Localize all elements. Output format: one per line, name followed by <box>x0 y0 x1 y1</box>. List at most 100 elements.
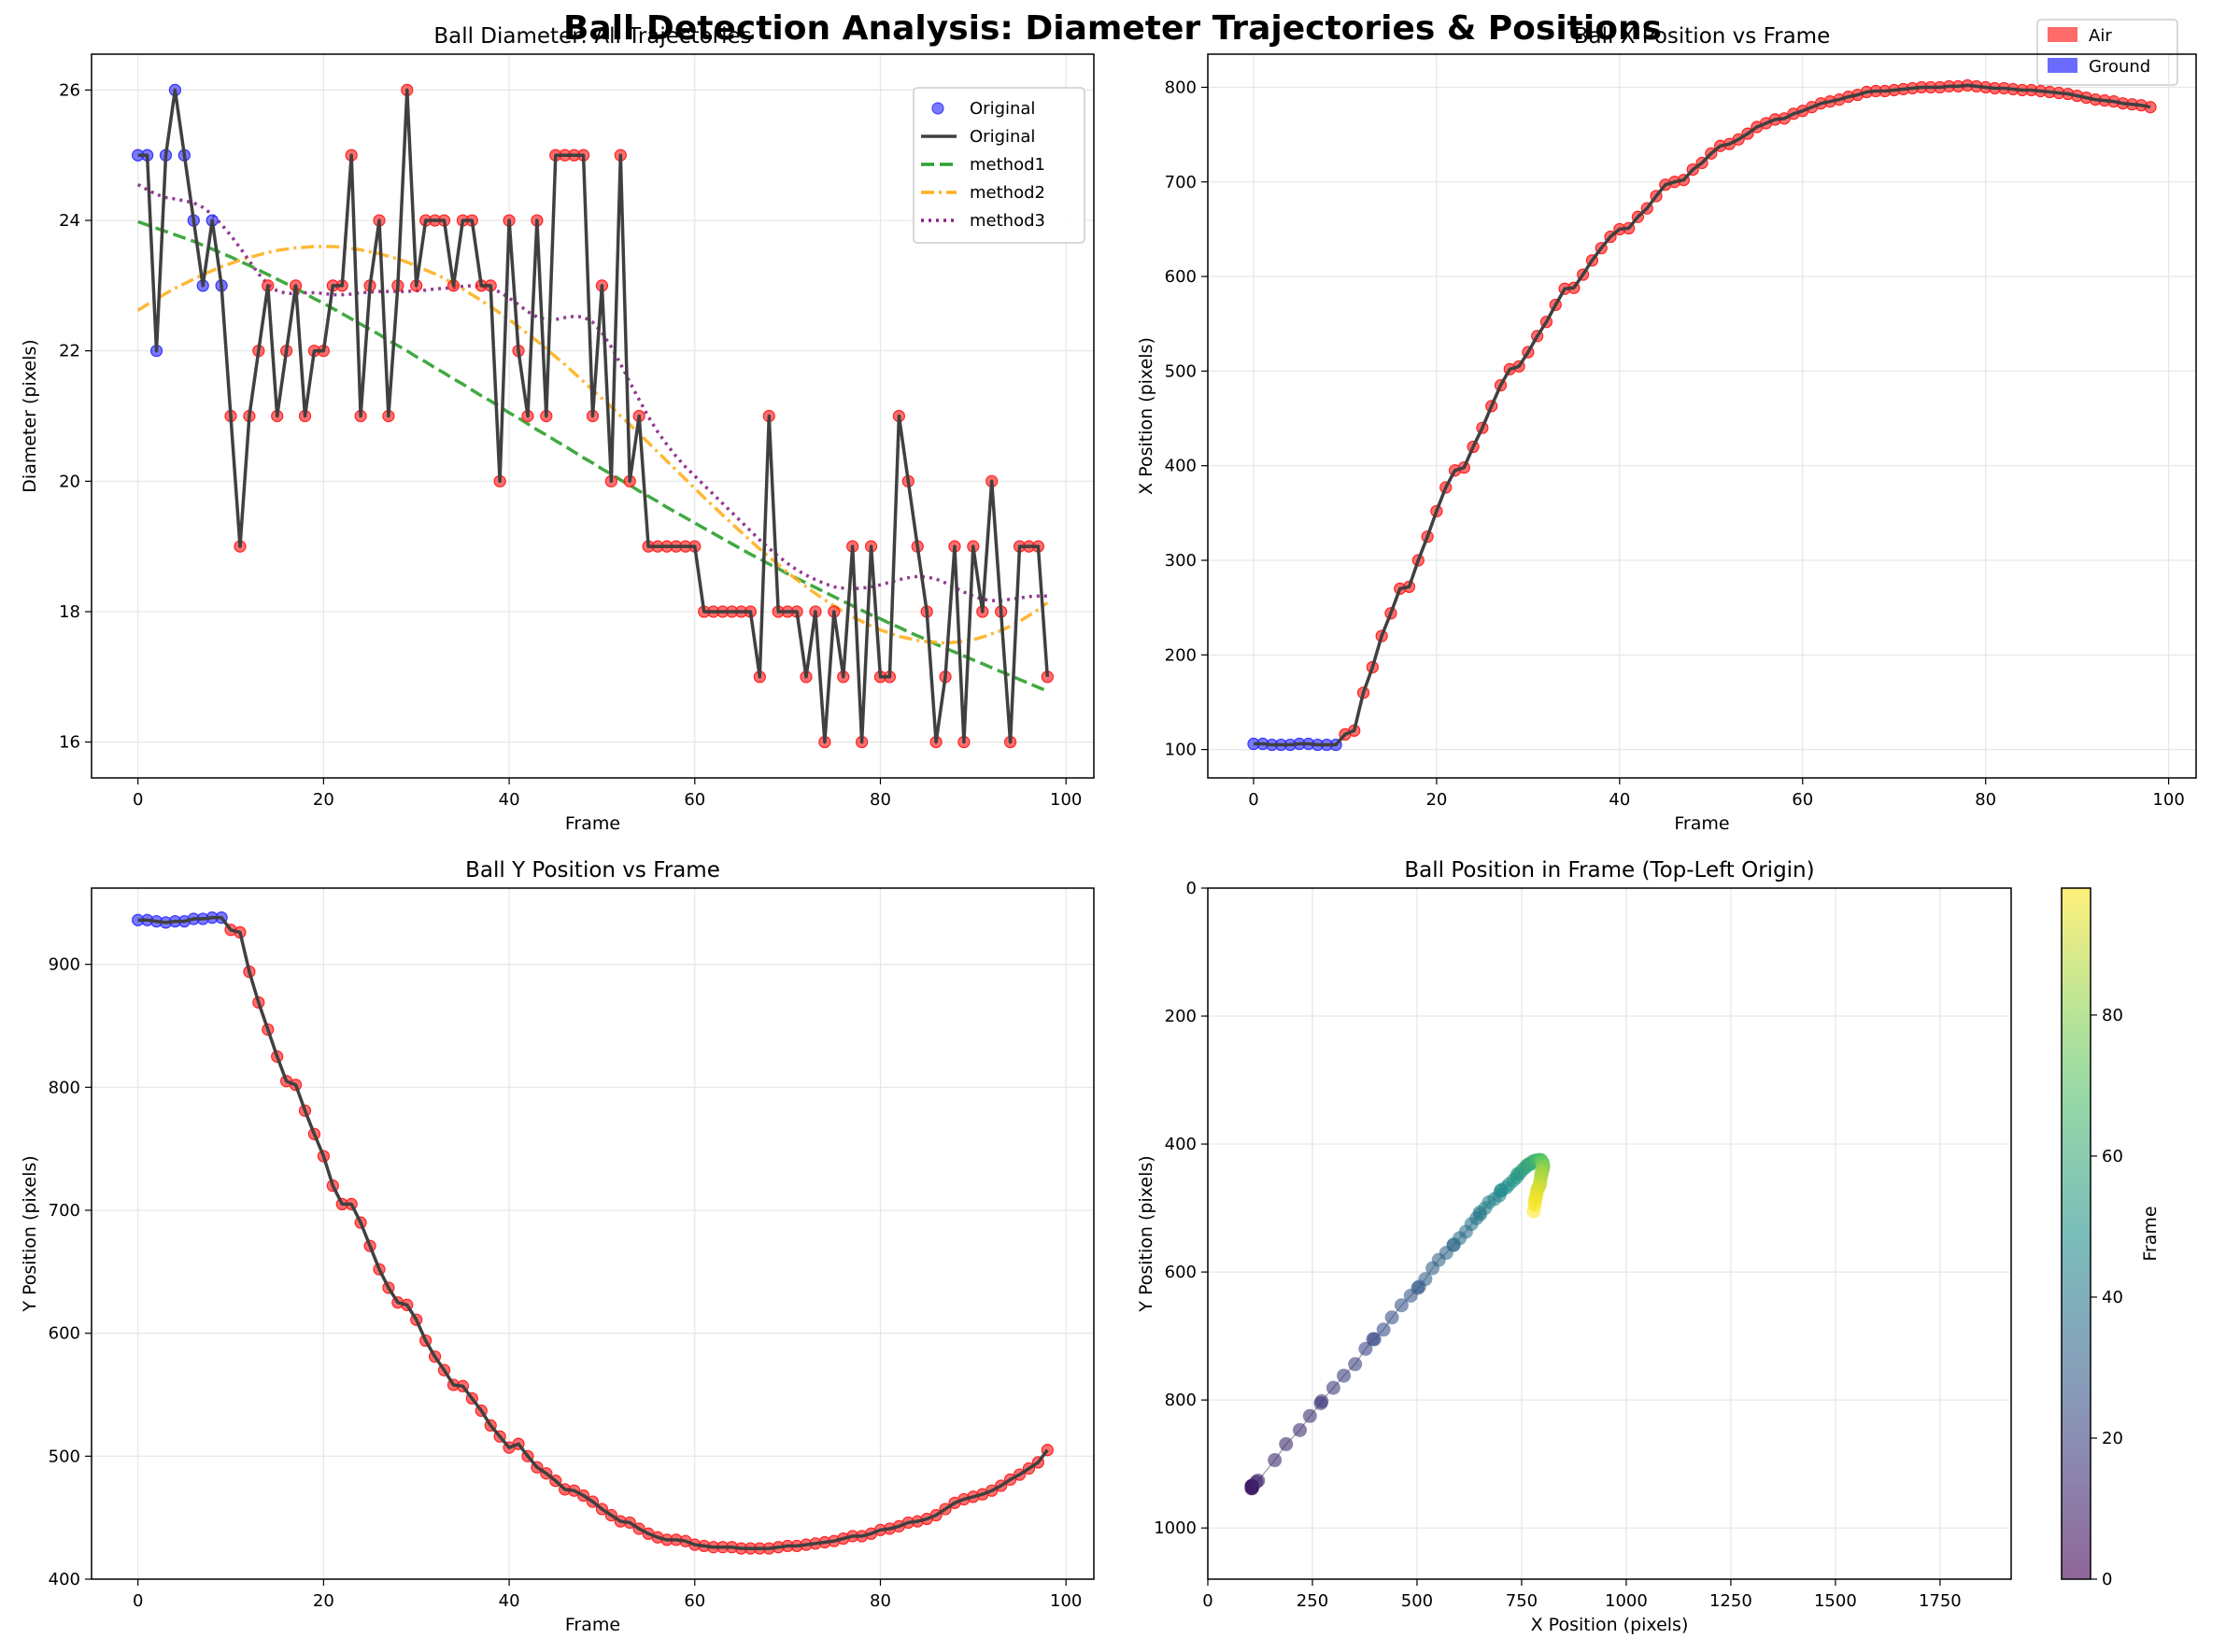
position-point <box>1394 1298 1409 1313</box>
colorbar <box>2061 887 2091 1580</box>
y-tick-label: 700 <box>1165 173 1197 192</box>
position-point <box>1279 1436 1294 1451</box>
legend-label: Original <box>970 99 1035 119</box>
x-tick-label: 60 <box>684 1591 705 1611</box>
x-tick-label: 0 <box>1248 790 1258 810</box>
position-point <box>1358 1341 1373 1356</box>
legend-label: method1 <box>970 155 1045 175</box>
original-line <box>1254 83 2151 747</box>
figure-title: Ball Detection Analysis: Diameter Trajec… <box>563 9 1662 48</box>
panel-title: Ball Diameter: All Trajectories <box>433 24 751 49</box>
colorbar-label: Frame <box>2140 1206 2161 1261</box>
y-tick-label: 18 <box>59 602 80 622</box>
y-tick-label: 26 <box>59 80 80 100</box>
y-tick-label: 600 <box>1165 1263 1197 1282</box>
diameter-panel: 0 20 40 60 80 100 16 18 20 22 24 26 Ball Diameter: A… <box>20 24 1095 834</box>
x-position-panel: 0 20 40 60 80 100 100 200 300 400 500 600 700 800 Ball… <box>1136 24 2197 834</box>
panel-title: Ball X Position vs Frame <box>1574 24 1830 49</box>
x-tick-label: 750 <box>1506 1591 1538 1611</box>
x-tick-label: 20 <box>1425 790 1447 810</box>
position-point <box>1251 1473 1266 1488</box>
x-tick-label: 100 <box>2152 790 2184 810</box>
x-tick-label: 80 <box>870 1591 891 1611</box>
colorbar-tick-label: 80 <box>2102 1006 2123 1025</box>
y-axis-label: Diameter (pixels) <box>20 339 40 492</box>
y-tick-label: 100 <box>1165 741 1197 760</box>
x-tick-label: 100 <box>1050 1591 1082 1611</box>
x-tick-label: 40 <box>499 1591 520 1611</box>
y-tick-label: 400 <box>1165 1135 1197 1154</box>
plot-area <box>1247 78 2157 752</box>
x-tick-label: 1500 <box>1814 1591 1857 1611</box>
axes-frame <box>1207 887 2012 1580</box>
y-tick-label: 300 <box>1165 551 1197 571</box>
y-tick-label: 200 <box>1165 645 1197 665</box>
position-point <box>1367 1332 1382 1347</box>
x-tick-label: 500 <box>1401 1591 1433 1611</box>
position-point <box>1293 1422 1308 1437</box>
y-tick-label: 500 <box>49 1447 80 1466</box>
y-tick-label: 800 <box>1165 1391 1197 1410</box>
position-point <box>1314 1394 1329 1409</box>
y-tick-label: 600 <box>1165 267 1197 287</box>
x-tick-label: 60 <box>684 790 705 810</box>
position-point <box>1384 1310 1399 1325</box>
panel-title: Ball Position in Frame (Top-Left Origin) <box>1404 858 1814 882</box>
x-tick-label: 40 <box>499 790 520 810</box>
position-point <box>1326 1380 1340 1395</box>
y-axis-label: Y Position (pixels) <box>1136 1155 1156 1312</box>
colorbar-tick-label: 20 <box>2102 1429 2123 1448</box>
x-tick-label: 100 <box>1050 790 1082 810</box>
x-axis-label: Frame <box>565 813 620 834</box>
position-point <box>1337 1368 1352 1383</box>
position-point <box>1348 1357 1363 1372</box>
x-tick-label: 1250 <box>1709 1591 1752 1611</box>
legend-label: method3 <box>970 211 1045 231</box>
y-tick-label: 1000 <box>1154 1518 1197 1538</box>
y-tick-label: 0 <box>1186 879 1197 898</box>
axes-frame <box>91 887 1095 1580</box>
figure-legend-ground-label: Ground <box>2089 57 2150 77</box>
y-tick-label: 800 <box>1165 78 1197 97</box>
x-tick-label: 80 <box>870 790 891 810</box>
position-in-frame-panel: 0 250 500 750 1000 1250 1500 175002004006008001… <box>1136 858 2161 1635</box>
x-tick-label: 0 <box>1202 1591 1212 1611</box>
method3-line <box>136 183 1048 602</box>
y-tick-label: 200 <box>1165 1007 1197 1026</box>
y-tick-label: 900 <box>49 955 80 975</box>
x-tick-label: 20 <box>313 790 334 810</box>
diameter-legend: Original Original method1 method2 method3 <box>913 87 1085 244</box>
y-tick-label: 700 <box>49 1201 80 1221</box>
figure-legend-air-swatch <box>2048 27 2077 42</box>
colorbar-tick-label: 60 <box>2102 1147 2123 1166</box>
legend-label: Original <box>970 127 1035 147</box>
x-tick-label: 80 <box>1975 790 1996 810</box>
plot-area <box>132 83 1054 749</box>
y-tick-label: 500 <box>1165 361 1197 381</box>
position-point <box>1418 1272 1433 1287</box>
position-point <box>1526 1204 1541 1219</box>
y-axis-label: X Position (pixels) <box>1136 337 1156 495</box>
y-position-panel: 0 20 40 60 80 100 400 500 600 700 800 900 Ball Y Pos… <box>20 858 1095 1635</box>
x-tick-label: 1750 <box>1919 1591 1962 1611</box>
position-point <box>1268 1453 1283 1468</box>
x-tick-label: 40 <box>1609 790 1630 810</box>
legend-label: method2 <box>970 183 1045 203</box>
plot-area <box>132 911 1054 1555</box>
x-tick-label: 20 <box>313 1591 334 1611</box>
colorbar-tick-label: 40 <box>2102 1288 2123 1307</box>
x-tick-label: 60 <box>1792 790 1813 810</box>
original-line <box>137 915 1049 1550</box>
x-tick-label: 1000 <box>1605 1591 1648 1611</box>
figure-legend: Air Ground <box>2036 19 2178 86</box>
y-tick-label: 22 <box>59 342 80 361</box>
x-tick-label: 0 <box>133 790 143 810</box>
method2-line <box>136 245 1049 645</box>
trajectory-line <box>1251 1159 1545 1490</box>
legend-box <box>913 87 1085 244</box>
figure-legend-ground-swatch <box>2048 58 2077 73</box>
x-axis-label: Frame <box>1674 813 1729 834</box>
panel-title: Ball Y Position vs Frame <box>465 858 720 882</box>
original-line <box>137 88 1050 744</box>
